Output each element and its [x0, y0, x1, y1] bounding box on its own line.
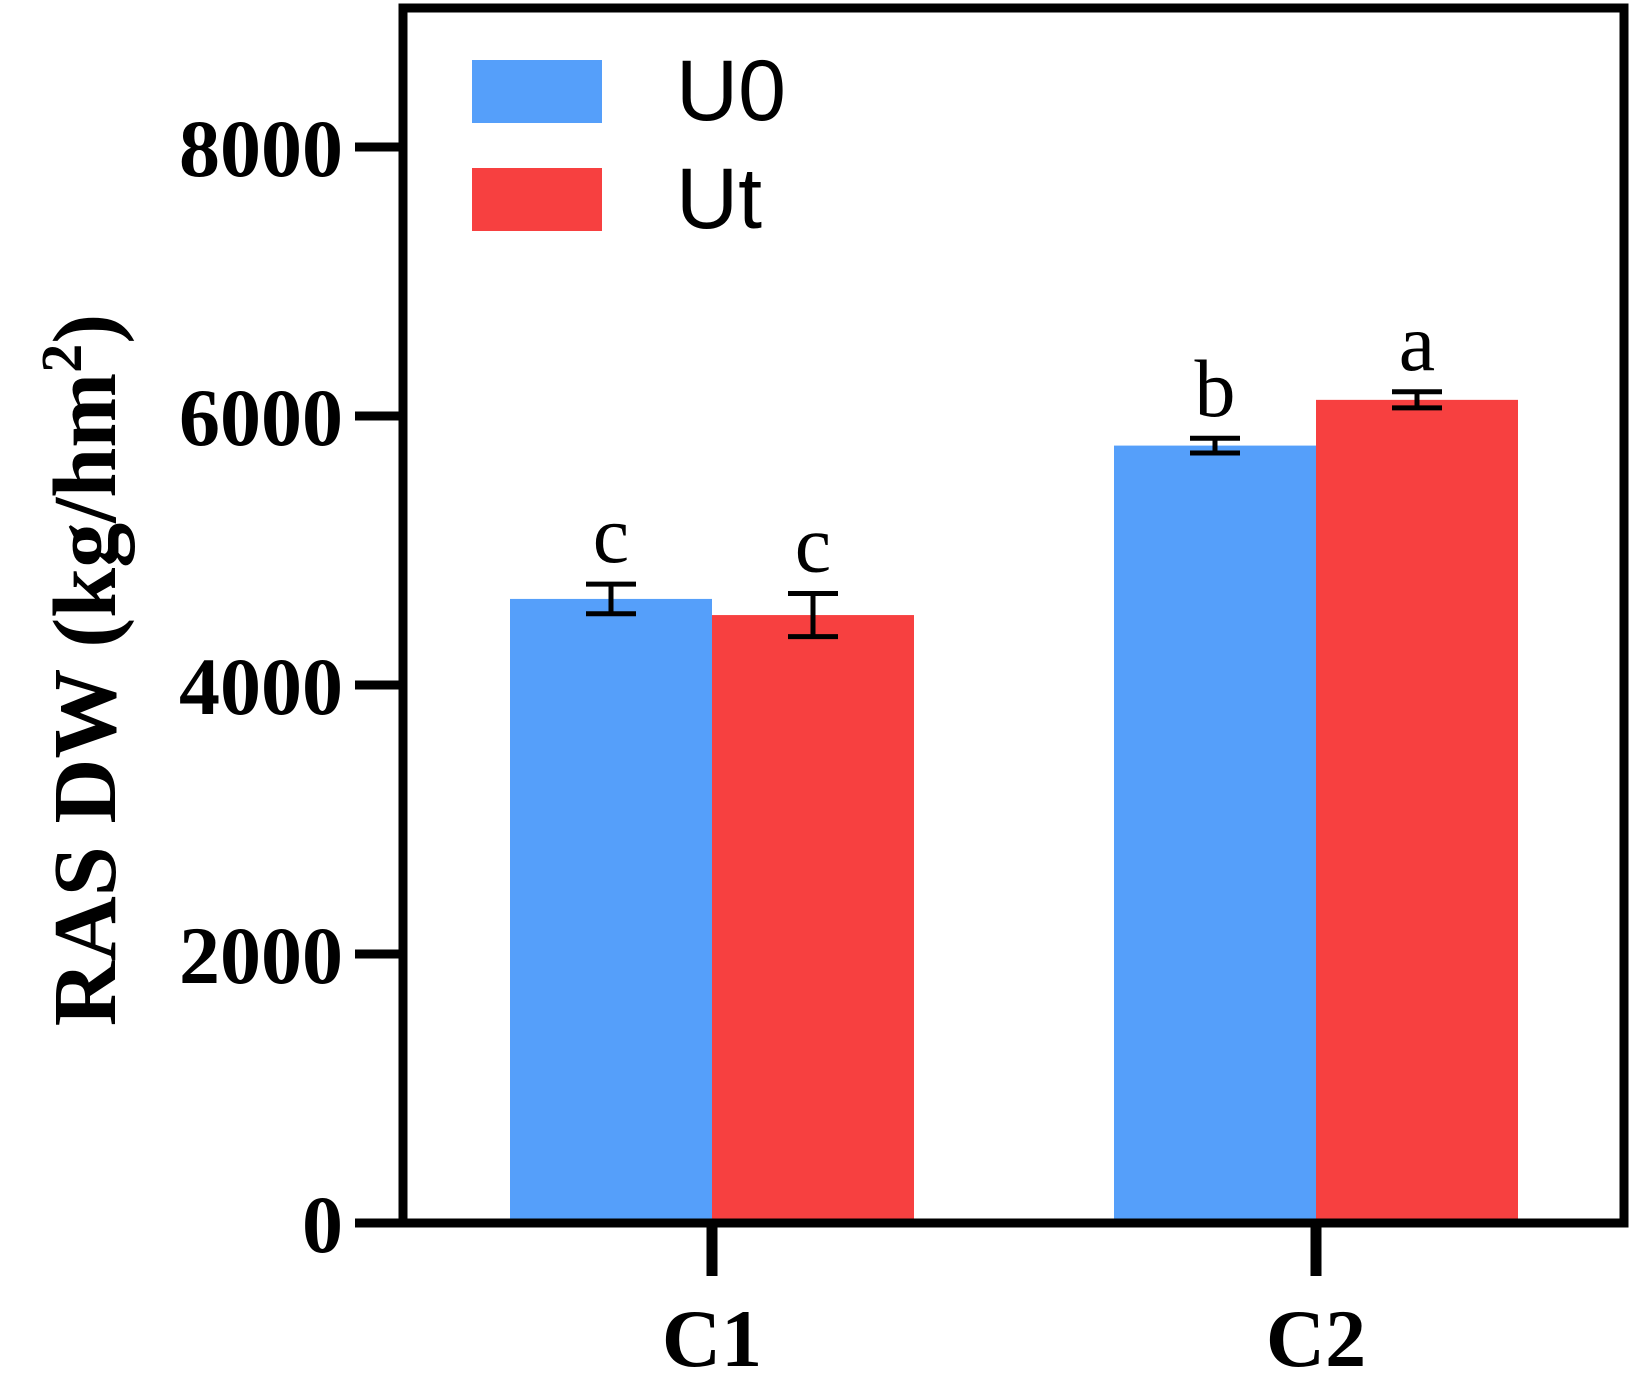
significance-labels-layer: c c b a [593, 297, 1435, 590]
bar-Ut-C2 [1316, 399, 1518, 1223]
bar-U0-C1 [510, 598, 712, 1223]
error-bar-Ut-C1 [788, 591, 838, 640]
legend: U0 Ut [472, 43, 786, 247]
legend-label-Ut: Ut [676, 151, 762, 247]
x-axis: C1 C2 [662, 1223, 1366, 1378]
y-axis: 0 2000 4000 6000 8000 [179, 103, 403, 1270]
significance-label-U0-C2: b [1195, 343, 1236, 434]
y-axis-title: RAS DW (kg/hm2) [29, 314, 135, 1026]
legend-swatch-Ut [472, 168, 602, 231]
error-bars-layer [586, 389, 1442, 640]
plot-frame [398, 3, 1629, 1228]
y-tick-label-4000: 4000 [179, 641, 343, 732]
y-tick-label-8000: 8000 [179, 103, 343, 194]
y-tick-label-0: 0 [302, 1179, 343, 1270]
y-axis-title-close: ) [36, 314, 135, 344]
error-bar-Ut-C2 [1392, 389, 1442, 411]
significance-label-Ut-C2: a [1399, 297, 1435, 388]
y-tick-label-2000: 2000 [179, 910, 343, 1001]
error-bar-U0-C1 [586, 581, 636, 617]
significance-label-Ut-C1: c [795, 499, 831, 590]
legend-swatch-U0 [472, 60, 602, 123]
significance-label-U0-C1: c [593, 489, 629, 580]
y-axis-title-superscript: 2 [29, 344, 94, 373]
y-axis-title-main: RAS DW (kg/hm [36, 373, 135, 1026]
y-tick-label-6000: 6000 [179, 372, 343, 463]
bar-Ut-C1 [712, 615, 914, 1223]
bar-U0-C2 [1114, 445, 1316, 1224]
legend-label-U0: U0 [676, 43, 786, 139]
error-bar-U0-C2 [1190, 435, 1240, 456]
x-category-label-C1: C1 [662, 1293, 762, 1378]
x-category-label-C2: C2 [1266, 1293, 1366, 1378]
bars-layer [510, 399, 1518, 1224]
